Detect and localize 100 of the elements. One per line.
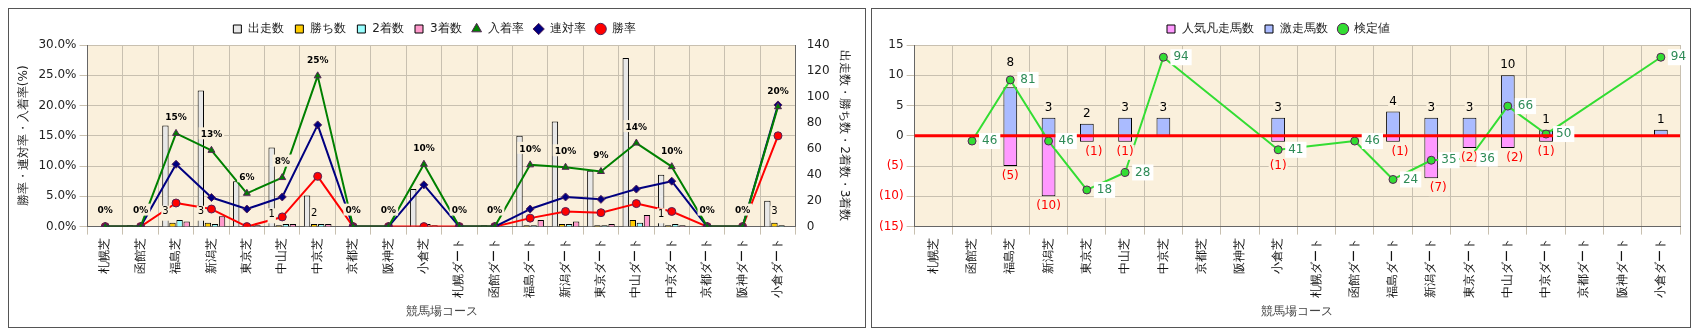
data-label: 94 (1670, 49, 1687, 64)
data-label: 4 (1389, 93, 1397, 108)
data-label: 94 (1173, 49, 1189, 64)
data-label: 0% (345, 205, 361, 216)
y-tick-label: 15 (888, 37, 904, 52)
data-label: 41 (1288, 141, 1304, 156)
data-label: (7) (1429, 180, 1447, 195)
legend-label: 出走数 (248, 21, 285, 36)
data-label: 2 (310, 206, 318, 218)
y-tick-label: 0 (895, 127, 904, 142)
data-label: 46 (982, 133, 998, 148)
data-label: 1 (1542, 111, 1550, 126)
data-label: 3 (197, 205, 205, 217)
x-tick-label: 新潟芝 (1040, 237, 1055, 274)
x-tick-label: 札幌ダート (451, 237, 466, 298)
y-tick-label: 0.0% (46, 218, 77, 233)
data-label: 46 (1058, 133, 1074, 148)
data-label: (1) (1269, 157, 1287, 172)
data-label: 36 (1479, 150, 1495, 165)
x-tick-label: 東京ダート (1461, 237, 1476, 298)
data-label: 25% (306, 54, 329, 65)
x-tick-label: 小倉ダート (770, 237, 785, 298)
x-tick-label: 東京芝 (1078, 237, 1093, 274)
data-label: 0% (451, 205, 467, 216)
data-label: 15% (165, 112, 187, 123)
x-tick-label: 中京芝 (1155, 237, 1170, 274)
x-tick-label: 福島ダート (1385, 237, 1400, 298)
x-tick-label: 阪神芝 (1232, 237, 1247, 274)
data-label: 3 (1121, 99, 1129, 114)
data-label: 0% (699, 205, 715, 216)
data-label: 3 (771, 205, 778, 217)
data-label: 10% (554, 146, 577, 157)
x-tick-label: 札幌芝 (925, 237, 940, 274)
y-tick-label: 5 (895, 97, 904, 112)
y-tick-label: (5) (886, 158, 904, 173)
data-label: 24 (1402, 171, 1419, 186)
data-label: 3 (1274, 99, 1282, 114)
data-label: 35 (1441, 152, 1457, 167)
y2-tick-label: 100 (806, 89, 830, 104)
data-label: 3 (162, 205, 169, 217)
legend-label: 3着数 (430, 21, 462, 36)
x-tick-label: 中山ダート (1499, 237, 1514, 298)
data-label: (10) (1036, 198, 1061, 213)
data-label: 3 (1465, 99, 1474, 114)
x-tick-label: 函館ダート (486, 237, 501, 298)
data-label: 3 (1044, 99, 1053, 114)
data-label: 0% (132, 205, 149, 216)
data-label: (5) (1001, 168, 1019, 183)
legend-label: 入着率 (487, 21, 524, 36)
y-tick-label: 10 (888, 67, 904, 82)
x-tick-label: 中山芝 (1117, 237, 1132, 274)
x-tick-label: 中京ダート (1538, 237, 1553, 298)
data-label: 20% (767, 85, 789, 96)
legend-label: 連対率 (549, 21, 586, 36)
x-tick-label: 函館芝 (964, 237, 979, 274)
data-label: (1) (1116, 143, 1134, 158)
data-label: 46 (1364, 133, 1380, 148)
x-tick-label: 中山ダート (628, 237, 643, 298)
x-tick-label: 阪神ダート (1614, 237, 1629, 298)
legend-label: 人気凡走馬数 (1182, 21, 1254, 36)
x-tick-label: 新潟芝 (203, 237, 218, 274)
y2-tick-label: 140 (806, 37, 830, 52)
data-label: 8% (274, 156, 290, 167)
data-label: 1 (658, 207, 665, 219)
y-axis-title: 勝率・連対率・入着率(%) (16, 65, 31, 207)
data-label: 10% (413, 143, 435, 154)
data-label: 81 (1020, 72, 1036, 87)
data-label: 0% (487, 205, 503, 216)
data-label: 1 (268, 207, 275, 219)
data-label: 14% (625, 121, 648, 132)
data-label: 3 (1427, 99, 1436, 114)
data-label: 0% (97, 205, 113, 216)
y-tick-label: 5.0% (46, 188, 77, 203)
y-tick-label: (15) (878, 218, 904, 233)
data-label: 1 (1657, 111, 1665, 126)
y2-axis-title: 出走数・勝ち数・2着数・3着数 (837, 50, 852, 222)
data-label: (1) (1537, 143, 1555, 158)
data-label: 2 (1083, 105, 1091, 120)
x-tick-label: 京都芝 (1193, 237, 1208, 274)
y-tick-label: 30.0% (38, 37, 77, 52)
x-tick-label: 小倉芝 (416, 237, 431, 274)
data-label: 0% (380, 205, 397, 216)
data-label: (1) (1085, 143, 1103, 158)
x-tick-label: 中京ダート (663, 237, 678, 298)
legend-label: 2着数 (372, 21, 405, 36)
y-tick-label: 15.0% (38, 127, 77, 142)
x-tick-label: 新潟ダート (557, 237, 572, 298)
x-tick-label: 中山芝 (274, 237, 289, 274)
data-label: 10 (1500, 57, 1516, 72)
y2-tick-label: 20 (806, 192, 822, 207)
y-tick-label: (10) (878, 188, 904, 203)
x-axis-title: 競馬場コース (405, 303, 478, 318)
x-tick-label: 函館ダート (1346, 237, 1361, 298)
y2-tick-label: 120 (806, 63, 830, 78)
data-label: 10% (660, 145, 683, 156)
data-label: 3 (1159, 99, 1168, 114)
data-label: 13% (200, 129, 223, 140)
x-tick-label: 東京ダート (593, 237, 608, 298)
legend-label: 勝ち数 (310, 21, 347, 36)
x-tick-label: 小倉芝 (1270, 237, 1285, 274)
